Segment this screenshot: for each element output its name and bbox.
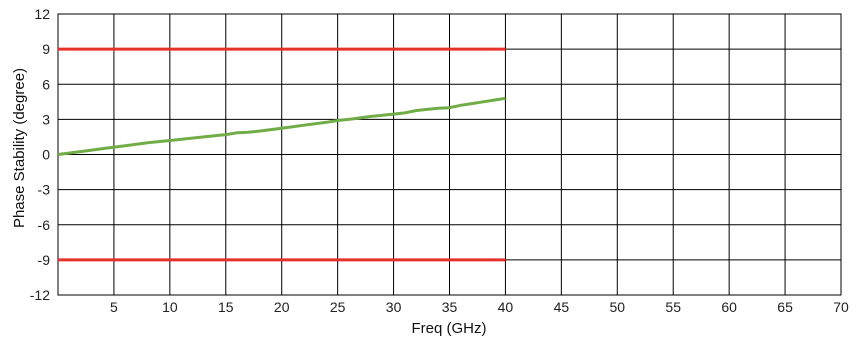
x-tick-label: 70 bbox=[833, 299, 849, 315]
phase-stability-line bbox=[57, 96, 506, 156]
y-tick-label: 9 bbox=[42, 41, 50, 57]
x-tick-label: 35 bbox=[442, 299, 458, 315]
x-axis-ticks: 5 10 15 20 25 30 35 40 45 50 55 60 65 70 bbox=[110, 299, 849, 315]
x-tick-label: 5 bbox=[110, 299, 118, 315]
y-tick-label: -9 bbox=[38, 252, 51, 268]
y-axis-title: Phase Stability (degree) bbox=[11, 68, 28, 228]
x-tick-label: 10 bbox=[162, 299, 178, 315]
x-tick-label: 30 bbox=[386, 299, 402, 315]
x-tick-label: 65 bbox=[777, 299, 793, 315]
y-tick-label: -6 bbox=[38, 217, 51, 233]
y-tick-label: 0 bbox=[42, 147, 50, 163]
x-tick-label: 55 bbox=[665, 299, 681, 315]
series-layer bbox=[57, 47, 506, 262]
x-axis-title: Freq (GHz) bbox=[412, 320, 487, 337]
grid bbox=[57, 13, 842, 296]
x-tick-label: 60 bbox=[721, 299, 737, 315]
y-tick-label: 6 bbox=[42, 76, 50, 92]
x-tick-label: 15 bbox=[218, 299, 234, 315]
y-tick-label: 3 bbox=[42, 111, 50, 127]
y-tick-label: -12 bbox=[30, 287, 50, 303]
x-tick-label: 25 bbox=[330, 299, 346, 315]
x-tick-label: 40 bbox=[498, 299, 514, 315]
x-tick-label: 45 bbox=[554, 299, 570, 315]
x-tick-label: 20 bbox=[274, 299, 290, 315]
y-tick-label: 12 bbox=[34, 6, 50, 22]
y-tick-label: -3 bbox=[38, 182, 51, 198]
y-axis-ticks: 12 9 6 3 0 -3 -6 -9 -12 bbox=[30, 6, 50, 303]
x-tick-label: 50 bbox=[609, 299, 625, 315]
